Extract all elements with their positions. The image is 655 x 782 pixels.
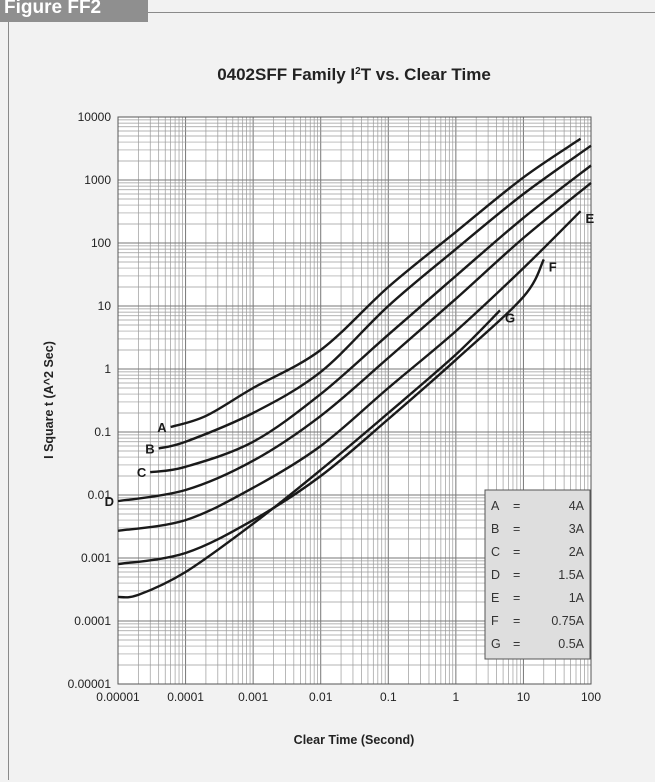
y-tick-label: 1000	[84, 173, 111, 187]
curves	[117, 137, 592, 599]
y-tick-label: 10000	[78, 110, 112, 124]
x-tick-labels: 0.00001 0.0001 0.001 0.01 0.1 1 10 100	[96, 690, 601, 704]
curve-label-d: D	[105, 494, 114, 509]
grid-lines	[117, 117, 591, 685]
legend-value: 3A	[569, 522, 585, 536]
y-tick-label: 0.0001	[74, 614, 111, 628]
legend: A = 4A B = 3A C = 2A D = 1.5A E = 1A F = 0.75A G = 0.5A	[484, 489, 591, 660]
curve-label-b: B	[145, 441, 154, 456]
curve-label-g: G	[505, 310, 515, 325]
y-tick-labels: 0.00001 0.0001 0.001 0.01 0.1 1 10 100 1000 10000	[68, 110, 112, 691]
curve-label-f: F	[549, 259, 557, 274]
curve-g	[117, 309, 501, 599]
curve-d	[117, 181, 592, 503]
y-tick-label: 10	[98, 299, 112, 313]
legend-box	[484, 489, 591, 660]
legend-key: A	[491, 499, 500, 513]
legend-value: 2A	[569, 545, 585, 559]
chart-title: 0402SFF Family I2T vs. Clear Time	[217, 65, 491, 84]
legend-key: D	[491, 568, 500, 582]
curve-label-a: A	[157, 420, 167, 435]
legend-key: F	[491, 614, 499, 628]
y-tick-label: 100	[91, 236, 111, 250]
curve-f	[117, 258, 545, 566]
x-tick-label: 0.001	[238, 690, 268, 704]
curve-a	[170, 137, 582, 429]
legend-key: B	[491, 522, 499, 536]
y-tick-label: 1	[104, 362, 111, 376]
x-tick-label: 0.00001	[96, 690, 140, 704]
legend-value: 0.75A	[551, 614, 584, 628]
legend-equals: =	[513, 637, 520, 651]
y-tick-label: 0.1	[94, 425, 111, 439]
legend-key: G	[491, 637, 501, 651]
y-tick-label: 0.001	[81, 551, 111, 565]
plot-border	[117, 116, 592, 685]
legend-key: C	[491, 545, 500, 559]
curve-label-e: E	[586, 211, 595, 226]
legend-equals: =	[513, 591, 520, 605]
legend-equals: =	[513, 568, 520, 582]
legend-equals: =	[513, 499, 520, 513]
x-tick-label: 100	[581, 690, 601, 704]
x-tick-label: 10	[517, 690, 531, 704]
legend-value: 4A	[569, 499, 585, 513]
legend-equals: =	[513, 614, 520, 628]
legend-key: E	[491, 591, 499, 605]
legend-value: 1.5A	[558, 568, 584, 582]
y-tick-label: 0.01	[88, 488, 112, 502]
curve-e	[117, 210, 582, 532]
x-tick-label: 0.01	[309, 690, 333, 704]
x-tick-label: 0.0001	[167, 690, 204, 704]
figure-frame	[8, 10, 654, 780]
curve-b	[158, 144, 592, 450]
legend-value: 1A	[569, 591, 585, 605]
curve-c	[150, 164, 592, 474]
curve-label-c: C	[137, 465, 147, 480]
y-axis-label: I Square t (A^2 Sec)	[42, 341, 56, 459]
figure-label: Figure FF2	[0, 0, 148, 22]
x-tick-label: 1	[453, 690, 460, 704]
legend-equals: =	[513, 545, 520, 559]
x-axis-label: Clear Time (Second)	[294, 733, 415, 747]
legend-value: 0.5A	[558, 637, 584, 651]
y-tick-label: 0.00001	[68, 677, 112, 691]
legend-equals: =	[513, 522, 520, 536]
curve-labels: ABC D E F G	[105, 211, 595, 509]
figure-divider	[148, 12, 655, 13]
x-tick-label: 0.1	[380, 690, 397, 704]
